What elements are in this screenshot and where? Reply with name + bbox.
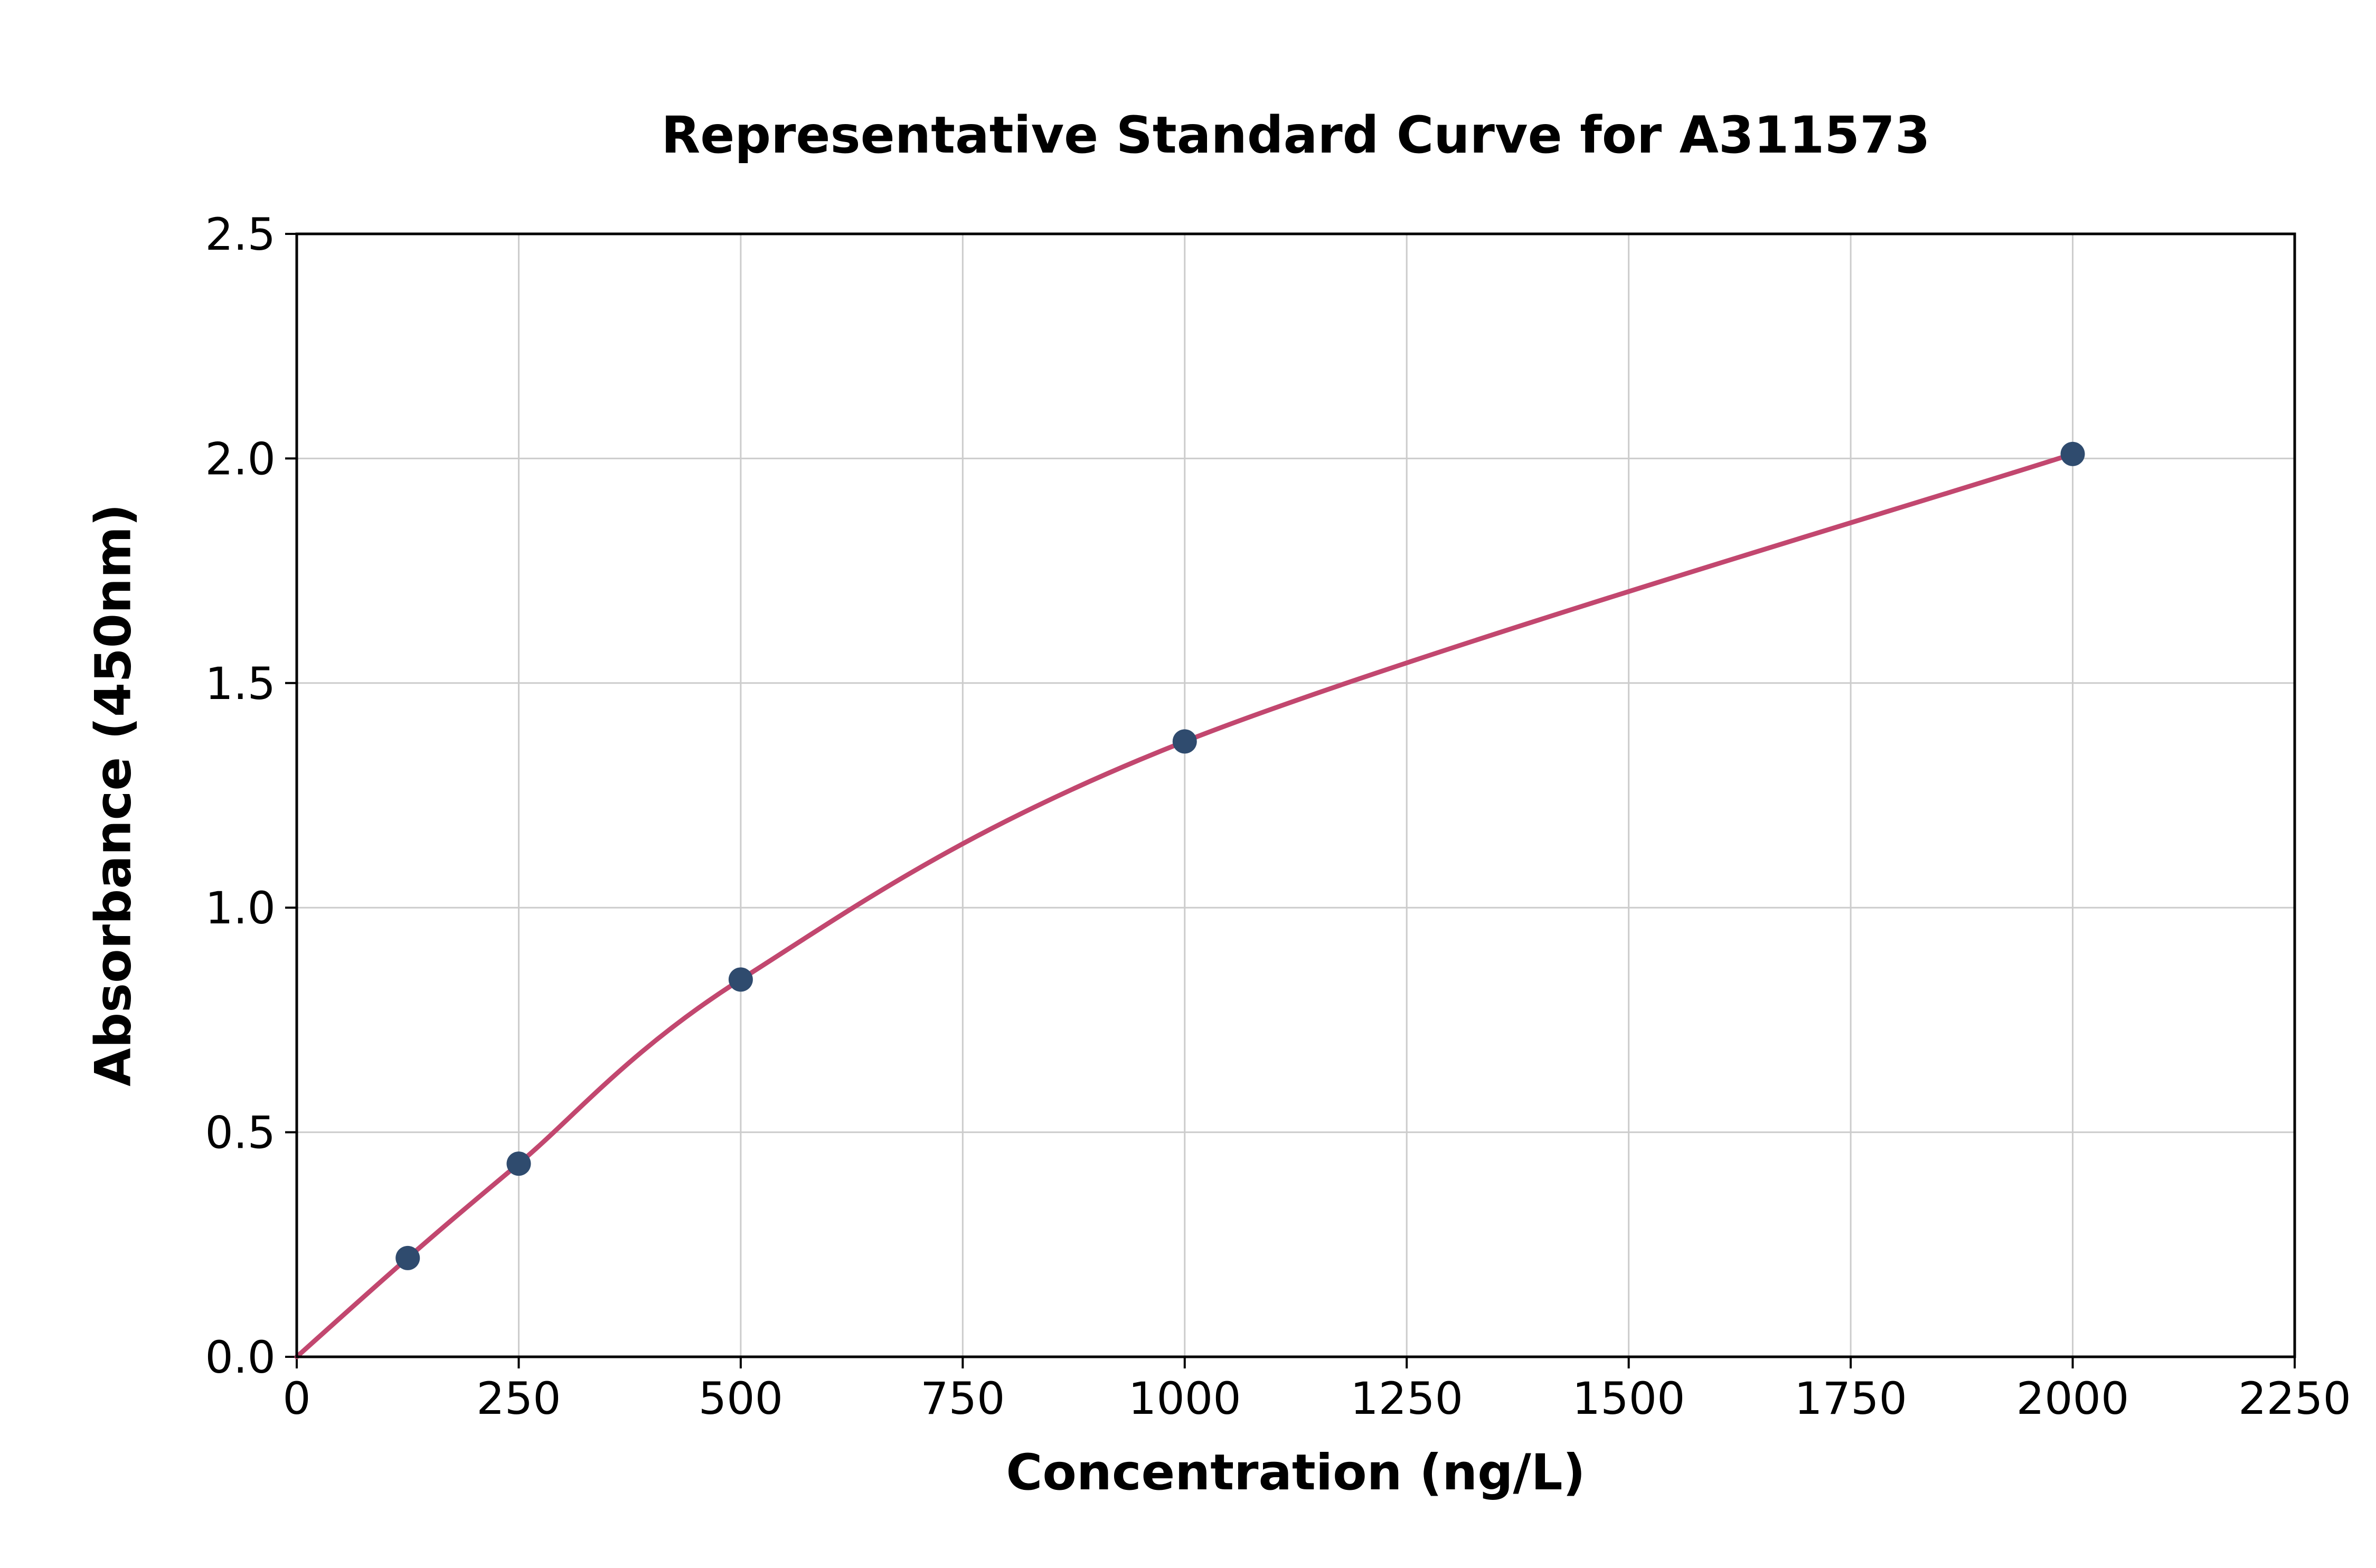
x-tick-label: 250 <box>476 1373 561 1424</box>
y-tick-label: 2.5 <box>205 209 276 260</box>
x-tick-label: 1250 <box>1350 1373 1463 1424</box>
data-point-marker <box>395 1245 420 1270</box>
x-tick-label: 1750 <box>1794 1373 1907 1424</box>
data-point-marker <box>506 1151 531 1176</box>
x-tick-label: 500 <box>699 1373 783 1424</box>
chart-title: Representative Standard Curve for A31157… <box>661 106 1930 165</box>
y-tick-label: 0.5 <box>205 1107 276 1159</box>
x-tick-label: 1000 <box>1128 1373 1241 1424</box>
x-tick-label: 0 <box>282 1373 310 1424</box>
data-point-marker <box>1172 729 1197 754</box>
data-point-marker <box>728 967 753 992</box>
y-tick-label: 0.0 <box>205 1331 276 1383</box>
x-tick-label: 1500 <box>1572 1373 1685 1424</box>
x-axis-label: Concentration (ng/L) <box>1006 1444 1586 1501</box>
x-tick-label: 750 <box>920 1373 1005 1424</box>
standard-curve-line <box>294 451 2076 1359</box>
data-point-marker <box>2060 441 2085 466</box>
plot-frame <box>295 232 2296 1358</box>
y-tick-label: 1.0 <box>205 882 276 934</box>
x-tick-label: 2000 <box>2016 1373 2129 1424</box>
y-tick-label: 1.5 <box>205 658 276 710</box>
y-axis-label: Absorbance (450nm) <box>84 504 143 1087</box>
x-tick-label: 2250 <box>2238 1373 2351 1424</box>
y-tick-label: 2.0 <box>205 433 276 485</box>
